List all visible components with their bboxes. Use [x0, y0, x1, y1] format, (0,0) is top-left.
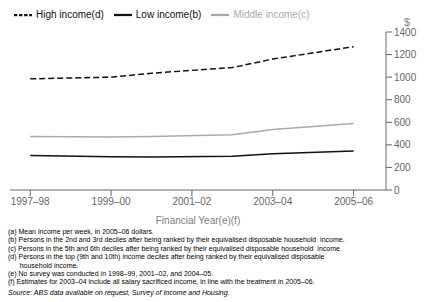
svg-text:1400: 1400	[394, 27, 417, 38]
svg-text:1000: 1000	[394, 72, 417, 83]
svg-text:600: 600	[394, 117, 411, 128]
html-text:Middle income(c): Middle income(c)	[233, 8, 310, 20]
html-text:(a) Mean income per week, in 2: (a) Mean income per week, in 2005–06 dol…	[8, 228, 154, 235]
svg-text:1200: 1200	[394, 49, 417, 60]
html-text:Source: ABS data available on: Source: ABS data available on request, S…	[8, 288, 230, 296]
html-text:(c) Persons in the 5th and 6th: (c) Persons in the 5th and 6th deciles a…	[8, 244, 342, 252]
svg-text:2001–02: 2001–02	[172, 196, 211, 207]
svg-text:200: 200	[394, 162, 411, 173]
svg-text:400: 400	[394, 139, 411, 150]
svg-text:0: 0	[394, 185, 400, 196]
svg-text:2003–04: 2003–04	[253, 196, 292, 207]
html-text:High income(d): High income(d)	[36, 8, 104, 20]
svg-text:1999–00: 1999–00	[92, 196, 131, 207]
svg-text:800: 800	[394, 94, 411, 105]
svg-text:Financial Year(e)(f): Financial Year(e)(f)	[156, 215, 240, 226]
html-text:(e) No survey was conducted in: (e) No survey was conducted in 1998–99, …	[8, 270, 214, 277]
html-text:Low income(b): Low income(b)	[135, 8, 202, 20]
html-text:(b) Persons in the 2nd and 3rd: (b) Persons in the 2nd and 3rd deciles a…	[8, 236, 345, 244]
svg-text:$: $	[404, 16, 410, 28]
svg-text:2005–06: 2005–06	[334, 196, 373, 207]
html-text:household income.: household income.	[8, 261, 79, 269]
html-text:(f) Estimates for 2003–04 incl: (f) Estimates for 2003–04 include all sa…	[8, 278, 315, 286]
svg-text:1997–98: 1997–98	[11, 196, 50, 207]
html-text:(d) Persons in the top (9th an: (d) Persons in the top (9th and 10th) in…	[8, 253, 325, 261]
